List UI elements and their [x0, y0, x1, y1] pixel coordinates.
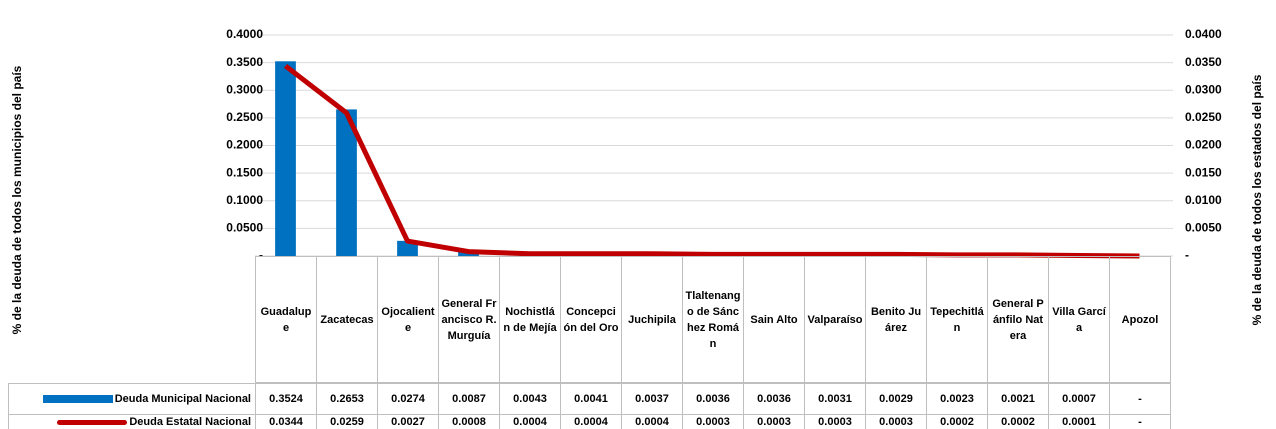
- category-label: General Francisco R. Murguía: [438, 256, 500, 383]
- y2-tick-label: -: [1185, 248, 1189, 262]
- data-table-value: 0.0037: [621, 383, 683, 415]
- data-table-value: 0.0259: [316, 414, 378, 429]
- data-table-value: 0.0041: [560, 383, 622, 415]
- y-tick-label: 0.0500: [226, 221, 263, 235]
- data-table-value: 0.0002: [926, 414, 988, 429]
- data-table-value: 0.0001: [1048, 414, 1110, 429]
- data-table-value: 0.0029: [865, 383, 927, 415]
- y2-tick-label: 0.0250: [1185, 110, 1222, 124]
- data-table-value: 0.0043: [499, 383, 561, 415]
- legend-entry: Deuda Municipal Nacional: [8, 383, 256, 415]
- data-table-value: 0.0003: [804, 414, 866, 429]
- category-label: Juchipila: [621, 256, 683, 383]
- category-label: Tepechitlán: [926, 256, 988, 383]
- y-tick-label: -: [259, 248, 263, 262]
- data-table-value: -: [1109, 414, 1171, 429]
- category-label: Apozol: [1109, 256, 1171, 383]
- category-label: Concepción del Oro: [560, 256, 622, 383]
- legend-swatch: [42, 395, 113, 403]
- data-table-value: 0.0003: [865, 414, 927, 429]
- y2-tick-label: 0.0200: [1185, 138, 1222, 152]
- data-table-value: 0.0007: [1048, 383, 1110, 415]
- data-table-value: 0.0027: [377, 414, 439, 429]
- y-tick-label: 0.3500: [226, 55, 263, 69]
- data-table-value: 0.0003: [682, 414, 744, 429]
- y-tick-label: 0.4000: [226, 27, 263, 41]
- y2-tick-label: 0.0350: [1185, 55, 1222, 69]
- y2-tick-label: 0.0050: [1185, 221, 1222, 235]
- data-table-value: 0.0031: [804, 383, 866, 415]
- y-tick-label: 0.1000: [226, 193, 263, 207]
- category-label: Tlaltenango de Sánchez Román: [682, 256, 744, 383]
- data-table-value: 0.0036: [682, 383, 744, 415]
- category-label: Nochistlán de Mejía: [499, 256, 561, 383]
- data-table-value: 0.3524: [255, 383, 317, 415]
- y-axis-title: % de la deuda de todos los municipios de…: [10, 65, 24, 334]
- y2-axis-title: % de la deuda de todos los estados del p…: [1250, 74, 1264, 325]
- line: [283, 63, 1140, 259]
- bar: [397, 240, 418, 256]
- data-table-value: 0.0004: [560, 414, 622, 429]
- data-table-value: 0.2653: [316, 383, 378, 415]
- legend-entry: Deuda Estatal Nacional: [8, 414, 256, 429]
- data-table-value: 0.0002: [987, 414, 1049, 429]
- category-label: Valparaíso: [804, 256, 866, 383]
- y2-tick-label: 0.0100: [1185, 193, 1222, 207]
- data-table-value: 0.0344: [255, 414, 317, 429]
- data-table-value: 0.0087: [438, 383, 500, 415]
- data-table-value: 0.0003: [743, 414, 805, 429]
- legend-swatch: [57, 419, 128, 425]
- legend-label: Deuda Estatal Nacional: [129, 416, 251, 428]
- legend-label: Deuda Municipal Nacional: [114, 393, 251, 405]
- data-table-value: 0.0021: [987, 383, 1049, 415]
- data-table-value: -: [1109, 383, 1171, 415]
- y2-tick-label: 0.0400: [1185, 27, 1222, 41]
- data-table-value: 0.0023: [926, 383, 988, 415]
- bar: [336, 109, 357, 256]
- bar: [275, 61, 296, 257]
- y2-tick-label: 0.0150: [1185, 165, 1222, 179]
- category-label: Ojocaliente: [377, 256, 439, 383]
- category-label: Villa García: [1048, 256, 1110, 383]
- y-tick-label: 0.3000: [226, 82, 263, 96]
- data-table-value: 0.0036: [743, 383, 805, 415]
- y-tick-label: 0.2000: [226, 138, 263, 152]
- y-tick-label: 0.1500: [226, 165, 263, 179]
- data-table-value: 0.0004: [499, 414, 561, 429]
- data-table-value: 0.0274: [377, 383, 439, 415]
- category-label: Zacatecas: [316, 256, 378, 383]
- y-tick-label: 0.2500: [226, 110, 263, 124]
- category-label: General Pánfilo Natera: [987, 256, 1049, 383]
- data-table-value: 0.0008: [438, 414, 500, 429]
- category-label: Benito Juárez: [865, 256, 927, 383]
- data-table-value: 0.0004: [621, 414, 683, 429]
- category-label: Guadalupe: [255, 256, 317, 383]
- y2-tick-label: 0.0300: [1185, 82, 1222, 96]
- category-label: Sain Alto: [743, 256, 805, 383]
